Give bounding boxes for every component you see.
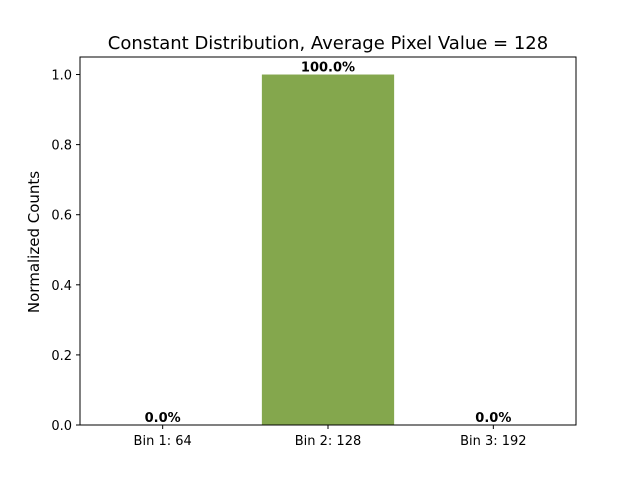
- plot-frame: [79, 56, 577, 426]
- x-tick-label: Bin 3: 192: [460, 434, 527, 449]
- data-labels-group: 0.0% 100.0% 0.0%: [145, 61, 512, 426]
- x-tick-label: Bin 2: 128: [295, 434, 362, 449]
- y-tick-label: 0.8: [51, 139, 72, 154]
- bar-2: [261, 74, 395, 426]
- x-tick-label: Bin 1: 64: [134, 434, 192, 449]
- bars-group: [261, 74, 395, 426]
- y-ticks-group: 0.0 0.2 0.4 0.6 0.8 1.0: [51, 69, 80, 434]
- x-ticks-group: Bin 1: 64 Bin 2: 128 Bin 3: 192: [134, 425, 527, 449]
- y-tick-label: 1.0: [51, 69, 72, 84]
- y-axis-label: Normalized Counts: [25, 171, 43, 313]
- data-label-2: 100.0%: [301, 61, 355, 76]
- data-label-3: 0.0%: [475, 411, 511, 426]
- y-tick-label: 0.0: [51, 419, 72, 434]
- y-tick-label: 0.2: [51, 349, 72, 364]
- data-label-1: 0.0%: [145, 411, 181, 426]
- chart-title: Constant Distribution, Average Pixel Val…: [108, 33, 548, 54]
- y-tick-label: 0.4: [51, 279, 72, 294]
- y-tick-label: 0.6: [51, 209, 72, 224]
